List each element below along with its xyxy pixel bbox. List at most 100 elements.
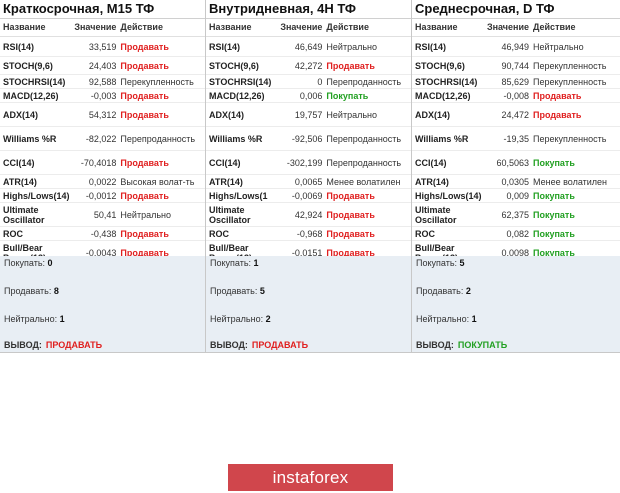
summary-sell: Продавать: 5 <box>210 286 265 296</box>
indicator-value: 33,519 <box>88 41 117 52</box>
table-row: Ultimate Oscillator 62,375 Покупать <box>412 203 620 227</box>
table-row: STOCHRSI(14) 0 Перепроданность <box>206 75 411 89</box>
indicator-action: Продавать <box>120 90 169 101</box>
indicator-action: Продавать <box>326 60 375 71</box>
indicator-action: Нейтрально <box>326 41 378 52</box>
verdict-value: ПРОДАВАТЬ <box>251 340 309 350</box>
table-row: ADX(14) 19,757 Нейтрально <box>206 103 411 127</box>
indicator-name: CCI(14) <box>415 157 447 168</box>
table-row: Williams %R -19,35 Перекупленность <box>412 127 620 151</box>
indicator-value: -302,199 <box>286 157 323 168</box>
header-value: Значение <box>280 22 323 32</box>
indicator-action: Покупать <box>533 190 575 201</box>
indicator-action: Высокая волат-ть <box>120 176 195 187</box>
table-row: ADX(14) 24,472 Продавать <box>412 103 620 127</box>
indicator-value: 0,006 <box>299 90 323 101</box>
indicator-value: 42,924 <box>294 209 323 220</box>
indicator-action: Перекупленность <box>533 133 607 144</box>
indicator-action: Перекупленность <box>120 76 194 87</box>
indicator-name: ATR(14) <box>3 176 37 187</box>
table-row: ATR(14) 0,0022 Высокая волат-ть <box>0 175 205 189</box>
indicator-action: Продавать <box>326 247 375 258</box>
indicator-name: RSI(14) <box>415 41 447 52</box>
indicator-value: 60,5063 <box>496 157 529 168</box>
indicator-value: 0,0305 <box>501 176 529 187</box>
table-row: MACD(12,26) -0,008 Продавать <box>412 89 620 103</box>
header-action: Действие <box>326 22 369 32</box>
table-row: Williams %R -92,506 Перепроданность <box>206 127 411 151</box>
panel-title: Краткосрочная, M15 ТФ <box>0 0 205 19</box>
table-row: Highs/Lows(14) 0,009 Покупать <box>412 189 620 203</box>
indicator-name: ROC <box>415 228 435 239</box>
table-row: STOCHRSI(14) 85,629 Перекупленность <box>412 75 620 89</box>
indicator-name: Ultimate Oscillator <box>209 204 251 225</box>
summary-neutral: Нейтрально: 1 <box>416 314 477 324</box>
summary-block: Покупать: 5 Продавать: 2 Нейтрально: 1 В… <box>412 256 620 352</box>
table-row: Williams %R -82,022 Перепроданность <box>0 127 205 151</box>
indicator-name: STOCH(9,6) <box>209 60 259 71</box>
summary-buy: Покупать: 0 <box>4 258 53 268</box>
indicator-value: 85,629 <box>501 76 529 87</box>
indicator-value: 0,082 <box>506 228 529 239</box>
panel-d: Среднесрочная, D ТФ Название Значение Де… <box>412 0 620 352</box>
summary-sell: Продавать: 8 <box>4 286 59 296</box>
indicator-value: 24,403 <box>88 60 117 71</box>
indicator-value: 0,0022 <box>88 176 117 187</box>
indicator-action: Перепроданность <box>326 133 402 144</box>
indicator-action: Менее волатилен <box>326 176 401 187</box>
indicator-name: MACD(12,26) <box>415 90 471 101</box>
indicator-name: MACD(12,26) <box>209 90 265 101</box>
indicator-name: STOCHRSI(14) <box>209 76 272 87</box>
table-row: ATR(14) 0,0305 Менее волатилен <box>412 175 620 189</box>
summary-block: Покупать: 1 Продавать: 5 Нейтрально: 2 В… <box>206 256 411 352</box>
indicator-action: Продавать <box>120 228 169 239</box>
indicator-name: MACD(12,26) <box>3 90 59 101</box>
indicator-name: Highs/Lows(14) <box>3 190 70 201</box>
indicator-name: ADX(14) <box>209 109 245 120</box>
indicator-panels: Краткосрочная, M15 ТФ Название Значение … <box>0 0 620 353</box>
indicator-value: 46,949 <box>501 41 529 52</box>
indicator-name: Ultimate Oscillator <box>415 204 457 225</box>
indicator-value: 62,375 <box>501 209 529 220</box>
indicator-name: ADX(14) <box>415 109 451 120</box>
indicator-name: STOCHRSI(14) <box>3 76 66 87</box>
indicator-action: Покупать <box>533 157 575 168</box>
indicator-value: -92,506 <box>291 133 323 144</box>
table-row: STOCH(9,6) 42,272 Продавать <box>206 57 411 75</box>
indicator-name: Williams %R <box>3 133 57 144</box>
summary-verdict: ВЫВОД: ПРОДАВАТЬ <box>4 340 103 350</box>
summary-buy: Покупать: 5 <box>416 258 465 268</box>
indicator-action: Продавать <box>326 209 375 220</box>
indicator-action: Нейтрально <box>533 41 584 52</box>
indicator-name: Williams %R <box>209 133 263 144</box>
indicator-name: ATR(14) <box>415 176 449 187</box>
indicator-value: 24,472 <box>501 109 529 120</box>
indicator-value: 19,757 <box>294 109 323 120</box>
header-action: Действие <box>120 22 163 32</box>
indicator-action: Перекупленность <box>533 76 607 87</box>
indicator-value: 92,588 <box>88 76 117 87</box>
table-row: ROC -0,438 Продавать <box>0 227 205 241</box>
indicator-action: Покупать <box>326 90 369 101</box>
table-row: ADX(14) 54,312 Продавать <box>0 103 205 127</box>
header-value: Значение <box>486 22 529 32</box>
summary-buy: Покупать: 1 <box>210 258 259 268</box>
indicator-action: Менее волатилен <box>533 176 608 187</box>
table-row: Highs/Lows(14) -0,0012 Продавать <box>0 189 205 203</box>
indicator-value: 54,312 <box>88 109 117 120</box>
indicator-rows: RSI(14) 46,949 Нейтрально STOCH(9,6) 90,744 П… <box>412 37 620 265</box>
indicator-action: Покупать <box>533 209 575 220</box>
indicator-value: -70,4018 <box>80 157 117 168</box>
indicator-action: Продавать <box>533 109 582 120</box>
indicator-action: Продавать <box>120 247 169 258</box>
verdict-value: ПОКУПАТЬ <box>457 340 508 350</box>
indicator-action: Продавать <box>120 60 169 71</box>
indicator-value: -19,35 <box>503 133 529 144</box>
indicator-value: -0,0043 <box>85 247 117 258</box>
indicator-value: 46,649 <box>294 41 323 52</box>
panel-4h: Внутридневная, 4H ТФ Название Значение Д… <box>206 0 412 352</box>
indicator-value: 50,41 <box>93 209 117 220</box>
panel-m15: Краткосрочная, M15 ТФ Название Значение … <box>0 0 206 352</box>
indicator-action: Продавать <box>120 41 169 52</box>
table-row: MACD(12,26) 0,006 Покупать <box>206 89 411 103</box>
